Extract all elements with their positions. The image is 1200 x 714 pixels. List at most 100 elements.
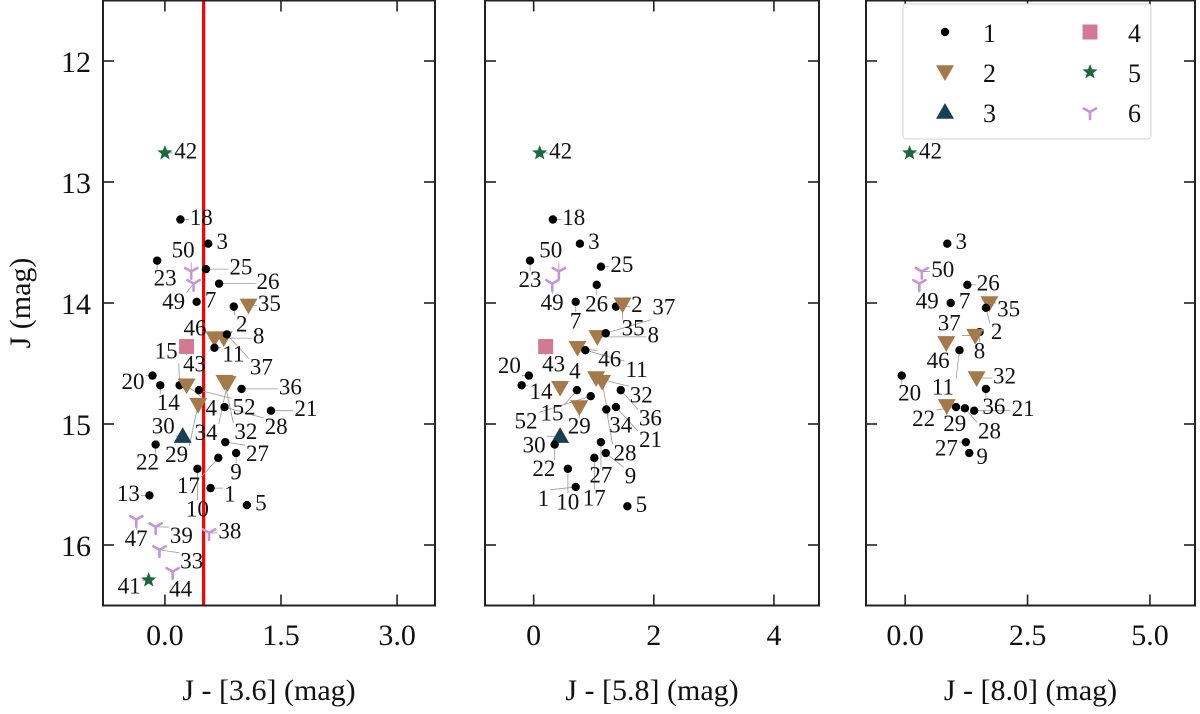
point-label: 36 <box>639 405 662 430</box>
data-point-49 <box>911 278 927 292</box>
point-marker <box>151 440 160 449</box>
point-marker <box>575 239 585 248</box>
point-label: 29 <box>943 411 966 436</box>
point-label: 42 <box>174 138 197 163</box>
data-point-44 <box>165 566 181 580</box>
point-marker <box>570 400 589 417</box>
point-marker <box>981 384 991 394</box>
legend-marker <box>1082 107 1098 121</box>
point-marker <box>550 440 559 449</box>
point-label: 3 <box>588 229 600 254</box>
point-marker <box>590 453 599 463</box>
point-marker <box>596 262 606 271</box>
point-label: 28 <box>613 440 636 465</box>
data-point-36 <box>981 384 991 394</box>
x-tick-label: 0.0 <box>886 619 924 652</box>
point-marker <box>592 280 601 290</box>
point-marker <box>572 385 582 395</box>
point-marker <box>581 345 590 355</box>
data-point-30 <box>551 427 570 443</box>
point-marker <box>229 302 238 311</box>
point-marker <box>960 404 970 413</box>
point-marker <box>981 303 991 313</box>
y-tick-label: 13 <box>61 167 91 200</box>
label-leader-line <box>585 349 625 362</box>
legend-entry-4: 4 <box>1082 19 1141 48</box>
point-marker <box>943 239 952 248</box>
point-label: 35 <box>997 297 1020 322</box>
point-label: 33 <box>180 549 203 574</box>
data-point-14 <box>517 381 526 390</box>
point-label: 5 <box>255 491 266 516</box>
point-label: 9 <box>625 463 637 488</box>
point-label: 9 <box>230 460 242 485</box>
data-point-50 <box>551 266 567 280</box>
point-marker <box>961 437 971 447</box>
point-marker <box>145 491 154 500</box>
data-point-2 <box>981 303 991 313</box>
data-point-29 <box>570 400 589 417</box>
point-label: 28 <box>265 414 288 439</box>
label-leader-line <box>550 486 576 491</box>
data-point-7 <box>192 297 201 306</box>
data-point-52 <box>194 385 204 395</box>
data-point-49 <box>544 278 560 292</box>
data-point-35 <box>613 297 632 314</box>
point-label: 21 <box>639 427 662 452</box>
data-point-14 <box>156 381 165 390</box>
point-label: 17 <box>177 473 200 498</box>
data-point-17 <box>214 453 223 463</box>
data-point-46 <box>568 341 587 357</box>
data-point-18 <box>176 215 185 224</box>
legend: 1 2 3 4 5 6 <box>902 3 1152 140</box>
legend-label: 2 <box>983 59 996 88</box>
legend-marker <box>1082 64 1098 79</box>
data-point-37 <box>222 330 232 339</box>
point-marker <box>214 453 223 463</box>
point-marker <box>128 514 144 528</box>
point-marker <box>963 280 972 290</box>
point-marker <box>189 397 208 414</box>
point-label: 26 <box>585 291 608 316</box>
legend-entry-3: 3 <box>936 99 996 128</box>
point-label: 21 <box>294 396 317 421</box>
point-label: 52 <box>233 394 256 419</box>
point-label: 20 <box>898 381 921 406</box>
legend-label: 5 <box>1128 59 1141 88</box>
data-point-34 <box>593 374 612 391</box>
point-label: 38 <box>218 518 241 543</box>
data-point-7 <box>946 298 955 308</box>
point-marker <box>980 296 999 312</box>
point-marker <box>911 278 927 292</box>
point-marker <box>593 374 612 391</box>
point-marker <box>965 448 974 458</box>
point-marker <box>601 448 610 458</box>
data-point-28 <box>602 405 611 414</box>
data-point-47 <box>128 514 144 528</box>
point-marker <box>571 482 580 492</box>
point-label: 15 <box>541 400 564 425</box>
data-points <box>517 145 632 511</box>
label-leader-line <box>198 389 232 399</box>
point-label: 27 <box>935 436 958 461</box>
data-point-3 <box>204 239 213 248</box>
point-label: 7 <box>570 308 582 333</box>
label-leader-line <box>188 404 199 446</box>
point-marker <box>524 371 534 380</box>
data-point-2 <box>229 302 238 311</box>
point-label: 7 <box>205 287 217 312</box>
data-point-32 <box>967 371 986 388</box>
point-label: 14 <box>157 390 181 415</box>
point-marker <box>551 266 567 280</box>
point-label: 37 <box>938 310 961 335</box>
x-tick-label: 1.5 <box>262 619 300 652</box>
point-marker <box>568 341 587 357</box>
point-marker <box>206 483 215 493</box>
point-label: 32 <box>993 364 1016 389</box>
point-marker <box>210 343 219 352</box>
point-marker <box>551 380 570 397</box>
point-label: 25 <box>229 255 252 280</box>
point-marker <box>914 266 930 280</box>
data-point-3 <box>575 239 585 248</box>
